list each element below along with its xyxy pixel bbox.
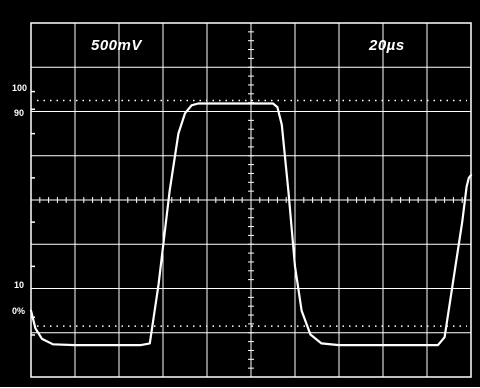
ref-label-0pct: 0% xyxy=(12,306,26,316)
waveform-trace xyxy=(29,102,473,347)
ref-label-10: 10 xyxy=(14,280,25,290)
volts-per-div-readout: 500mV xyxy=(91,37,142,54)
ref-label-100: 100 xyxy=(12,83,28,93)
time-per-div-readout: 20µs xyxy=(369,37,405,54)
ref-label-90: 90 xyxy=(14,108,25,118)
